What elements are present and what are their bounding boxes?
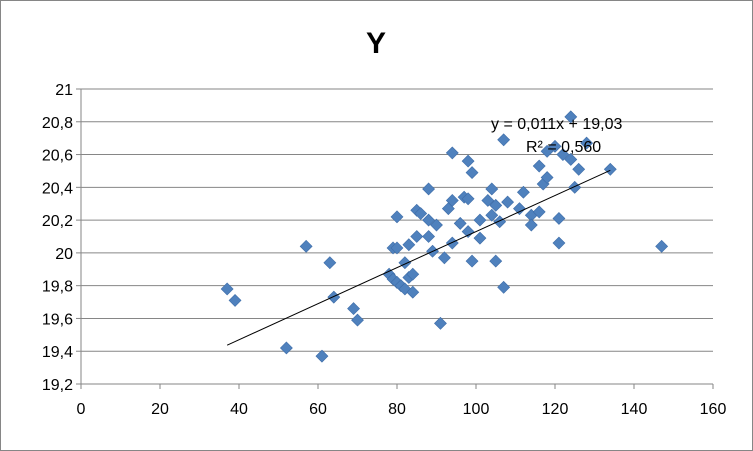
data-point — [485, 208, 499, 222]
y-tick-label: 20,6 — [42, 148, 73, 165]
data-point — [524, 218, 538, 232]
data-point — [465, 254, 479, 268]
data-point — [299, 239, 313, 253]
data-point — [485, 182, 499, 196]
y-tick-label: 20,8 — [42, 115, 73, 132]
data-point — [347, 302, 360, 316]
y-tick-label: 21 — [55, 82, 73, 99]
data-point — [603, 162, 617, 176]
data-point — [315, 349, 329, 363]
data-point — [489, 254, 503, 268]
chart-title: Y — [366, 27, 386, 60]
x-tick-label: 160 — [700, 401, 727, 418]
trendline-r-squared: R² = 0,560 — [526, 139, 601, 156]
data-point — [437, 251, 451, 265]
data-point — [422, 182, 436, 196]
data-point — [228, 293, 242, 307]
data-point — [564, 110, 578, 124]
data-point — [473, 231, 487, 245]
x-tick-labels: 0 20 40 60 80 100 120 140 160 — [77, 401, 727, 418]
data-point — [532, 205, 546, 219]
data-point — [461, 225, 475, 239]
data-point — [481, 194, 495, 207]
data-point — [580, 136, 594, 150]
data-point — [564, 153, 578, 166]
trendline-equation: y = 0,011x + 19,03 — [491, 116, 622, 133]
data-point — [540, 144, 554, 158]
axes — [80, 89, 713, 385]
data-point — [445, 194, 459, 207]
y-tick-label: 20,4 — [42, 180, 73, 197]
data-point — [406, 267, 420, 281]
data-point — [398, 256, 412, 270]
data-point — [402, 238, 416, 252]
y-tick-label: 20 — [55, 246, 73, 263]
x-tick-label: 80 — [388, 401, 406, 418]
data-points — [220, 110, 669, 363]
data-point — [220, 282, 234, 296]
data-point — [422, 230, 436, 243]
data-point — [390, 210, 404, 224]
gridlines — [76, 88, 714, 389]
data-point — [410, 230, 424, 243]
trendline-group — [226, 169, 611, 346]
data-point — [406, 285, 420, 299]
data-point — [327, 290, 341, 304]
data-point — [434, 316, 447, 330]
data-point — [465, 166, 479, 180]
data-point — [414, 207, 428, 220]
data-point — [445, 146, 459, 160]
y-tick-label: 19,2 — [42, 377, 73, 394]
data-point — [568, 180, 582, 194]
data-point — [430, 218, 443, 232]
data-point — [473, 213, 487, 227]
data-point — [453, 216, 467, 230]
data-point — [279, 341, 293, 355]
data-point — [390, 241, 404, 255]
data-point — [501, 195, 515, 209]
data-point — [513, 202, 526, 216]
data-point — [497, 133, 511, 147]
x-tick-label: 40 — [230, 401, 248, 418]
data-point — [351, 313, 364, 327]
data-point — [655, 239, 669, 253]
y-tick-label: 19,6 — [42, 311, 73, 328]
data-point — [323, 256, 337, 270]
data-point — [493, 215, 507, 229]
data-point — [445, 236, 459, 250]
data-point — [489, 198, 503, 212]
data-point — [552, 236, 566, 250]
y-tick-label: 19,4 — [42, 344, 73, 361]
y-tick-label: 20,2 — [42, 213, 73, 230]
data-point — [461, 192, 475, 206]
x-tick-label: 0 — [77, 401, 86, 418]
data-point — [532, 159, 546, 173]
data-point — [516, 185, 530, 199]
data-point — [422, 213, 436, 227]
trendline — [226, 169, 611, 346]
x-tick-label: 140 — [621, 401, 648, 418]
data-point — [461, 154, 475, 168]
x-tick-label: 120 — [542, 401, 569, 418]
x-tick-label: 20 — [151, 401, 169, 418]
data-point — [572, 162, 586, 176]
data-point — [540, 171, 554, 184]
y-tick-labels: 19,2 19,4 19,6 19,8 20 20,2 20,4 20,6 20,8 21 — [42, 82, 73, 394]
data-point — [497, 280, 511, 294]
y-tick-label: 19,8 — [42, 279, 73, 296]
x-tick-label: 60 — [309, 401, 327, 418]
x-tick-label: 100 — [463, 401, 490, 418]
data-point — [552, 212, 566, 225]
data-point — [548, 139, 562, 153]
data-point — [556, 148, 570, 161]
